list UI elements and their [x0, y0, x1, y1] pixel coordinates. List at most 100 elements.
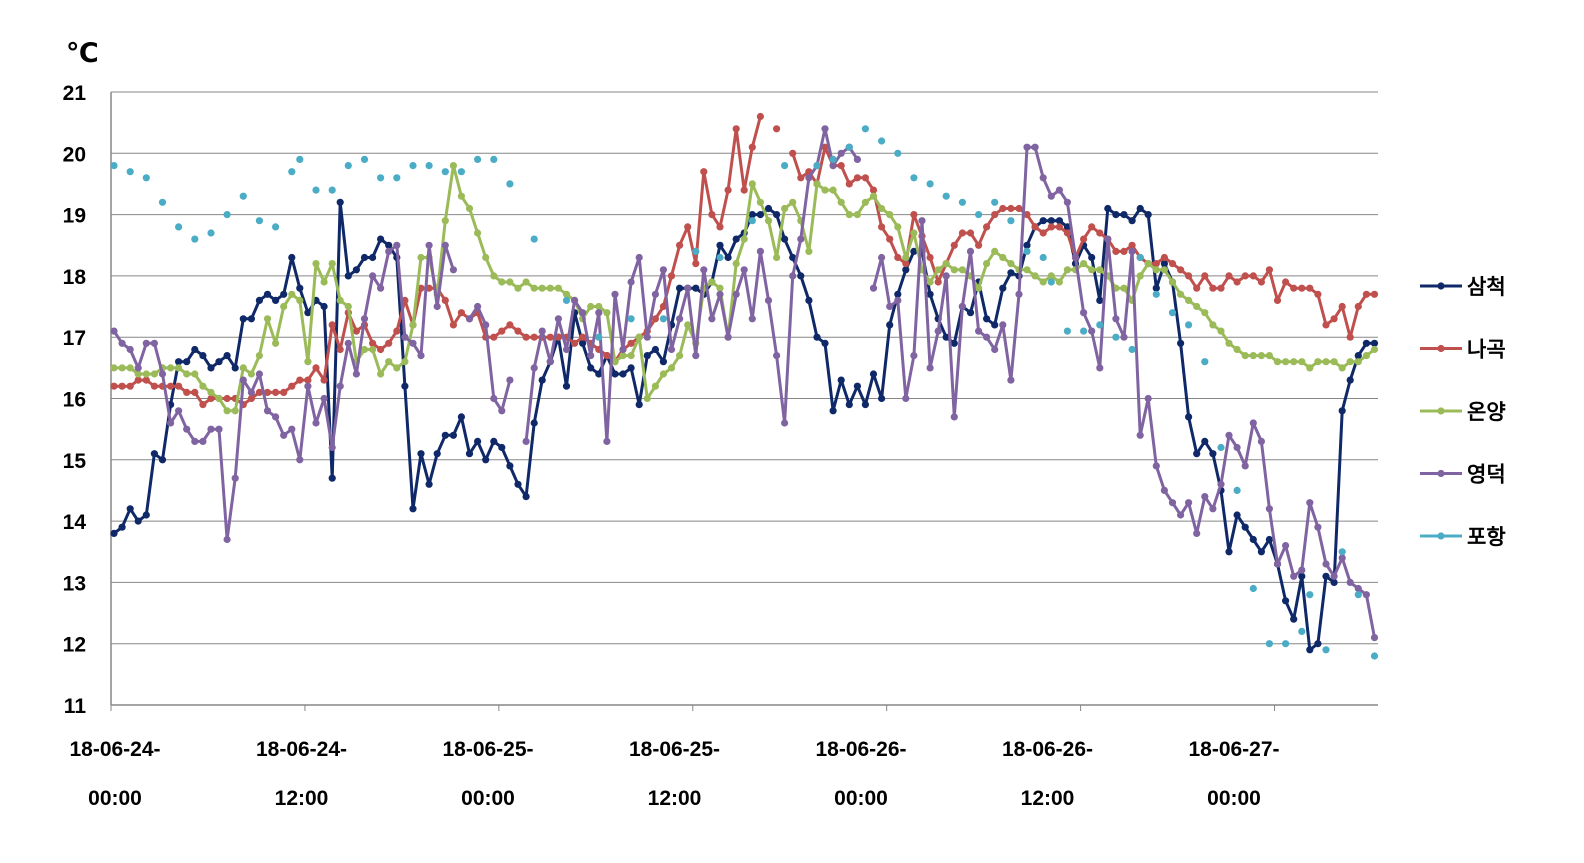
- data-point: [126, 505, 134, 513]
- data-point: [199, 382, 207, 390]
- x-tick-label: 18-06-26-: [815, 738, 906, 761]
- data-point: [1241, 523, 1249, 531]
- data-point: [1290, 572, 1298, 580]
- data-point: [789, 149, 797, 157]
- data-point: [1201, 272, 1209, 280]
- data-point: [853, 174, 862, 182]
- data-point: [126, 168, 134, 176]
- data-point: [603, 309, 611, 317]
- data-point: [595, 309, 603, 317]
- data-point: [134, 517, 142, 525]
- data-point: [748, 217, 756, 225]
- data-point: [1023, 266, 1031, 274]
- y-tick-label: 19: [63, 205, 86, 228]
- data-point: [215, 394, 223, 403]
- data-point: [522, 493, 530, 501]
- data-point: [134, 370, 142, 378]
- data-point: [191, 235, 199, 243]
- data-point: [377, 284, 385, 292]
- data-point: [732, 125, 740, 133]
- data-point: [280, 290, 288, 298]
- data-point: [942, 192, 950, 200]
- data-point: [635, 253, 643, 262]
- data-point: [126, 382, 134, 390]
- data-point: [1282, 278, 1290, 286]
- data-point: [401, 333, 409, 341]
- data-point: [748, 315, 756, 323]
- data-point: [1120, 284, 1128, 292]
- data-point: [797, 174, 805, 182]
- data-point: [587, 364, 595, 372]
- data-point: [1370, 634, 1379, 642]
- data-point: [1080, 309, 1088, 317]
- data-point: [1282, 358, 1290, 366]
- data-point: [773, 352, 781, 360]
- data-point: [1257, 437, 1265, 445]
- data-point: [344, 302, 352, 311]
- data-point: [635, 401, 643, 409]
- data-point: [902, 266, 910, 274]
- data-point: [781, 162, 789, 170]
- data-point: [958, 229, 967, 237]
- data-point: [676, 352, 684, 360]
- data-point: [506, 321, 514, 329]
- data-point: [263, 290, 272, 298]
- data-point: [312, 186, 320, 194]
- data-point: [360, 315, 369, 323]
- data-point: [288, 168, 296, 176]
- data-point: [894, 253, 902, 262]
- y-tick-label: 21: [63, 82, 87, 105]
- data-point: [716, 241, 724, 249]
- data-point: [740, 266, 748, 274]
- data-point: [530, 364, 538, 372]
- data-point: [385, 247, 393, 255]
- data-point: [118, 523, 126, 531]
- data-point: [975, 241, 983, 249]
- legend-item: 삼척: [1420, 275, 1506, 299]
- data-point: [861, 198, 870, 206]
- data-point: [991, 198, 999, 206]
- data-point: [886, 321, 894, 329]
- data-point: [312, 260, 320, 268]
- data-point: [1282, 542, 1290, 550]
- data-point: [207, 364, 215, 372]
- data-point: [280, 388, 288, 396]
- data-point: [1185, 499, 1193, 507]
- data-point: [1080, 260, 1088, 268]
- data-point: [611, 290, 619, 298]
- data-point: [1370, 345, 1379, 354]
- data-point: [1370, 290, 1379, 298]
- data-point: [1362, 290, 1370, 298]
- data-point: [490, 333, 498, 341]
- data-point: [562, 345, 571, 354]
- data-point: [659, 358, 668, 366]
- data-point: [474, 155, 482, 163]
- series-2: [110, 162, 1379, 415]
- data-point: [1160, 253, 1168, 262]
- data-point: [336, 296, 344, 304]
- data-point: [223, 535, 231, 544]
- data-point: [272, 339, 280, 347]
- data-point: [385, 358, 393, 366]
- data-point: [530, 333, 538, 341]
- data-point: [546, 358, 554, 366]
- data-point: [433, 450, 441, 458]
- data-point: [1023, 143, 1031, 151]
- data-point: [869, 284, 878, 292]
- data-point: [441, 168, 449, 176]
- data-point: [344, 339, 352, 347]
- data-point: [926, 278, 934, 286]
- data-point: [1015, 290, 1023, 298]
- y-tick-label: 18: [63, 266, 87, 289]
- data-point: [619, 370, 627, 378]
- data-point: [1265, 266, 1273, 274]
- data-point: [409, 339, 417, 347]
- plot-area: [110, 112, 1379, 660]
- data-point: [457, 413, 465, 421]
- data-point: [175, 223, 183, 231]
- data-point: [118, 382, 126, 390]
- data-point: [1096, 364, 1104, 372]
- data-point: [756, 247, 765, 255]
- data-point: [845, 401, 853, 409]
- data-point: [1185, 272, 1193, 280]
